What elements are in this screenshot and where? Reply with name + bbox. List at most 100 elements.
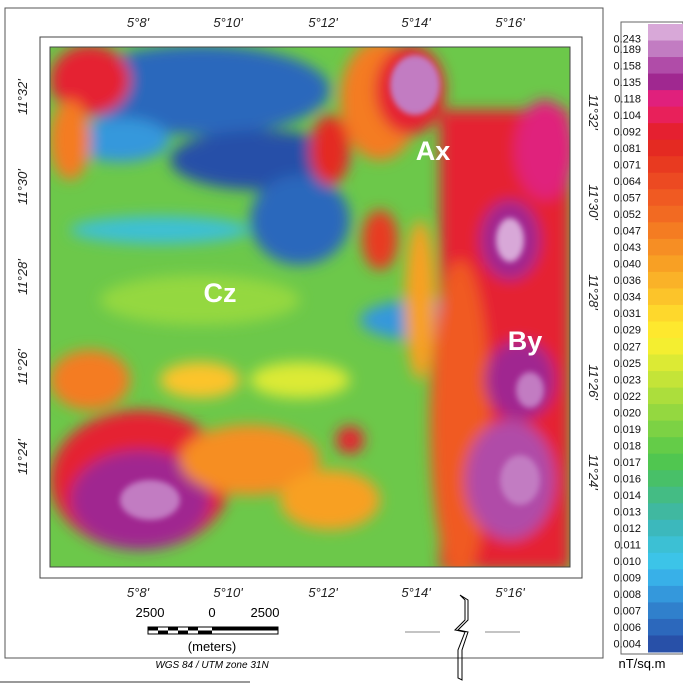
colorbar-swatch [648,305,683,322]
colorbar-swatch [648,140,683,157]
colorbar-swatch [648,586,683,603]
colorbar-swatch [648,536,683,553]
colorbar-label: 0.016 [613,473,641,485]
colorbar-swatch [648,404,683,421]
latitude-label: 11°32' [586,94,601,130]
scale-label: 2500 [251,605,280,620]
longitude-label: 5°16' [495,15,525,30]
colorbar-label: 0.007 [613,606,641,618]
latitude-label: 11°26' [586,364,601,400]
north-arrow [405,595,520,680]
colorbar-swatch [648,371,683,388]
scale-unit: (meters) [188,639,236,654]
colorbar-label: 0.081 [613,143,641,155]
colorbar-label: 0.006 [613,622,641,634]
colorbar-label: 0.020 [613,407,641,419]
colorbar-swatch [648,520,683,537]
zone-label: Ax [416,136,451,166]
figure: 5°8' 5°10' 5°12' 5°14' 5°16' 5°8' 5°10' 5°12' 5°… [0,0,683,687]
colorbar-label: 0.064 [613,176,641,188]
longitude-label: 5°14' [401,15,431,30]
colorbar-swatch [648,503,683,520]
longitude-label: 5°12' [308,15,338,30]
latitude-label: 11°26' [15,349,30,385]
colorbar-swatch [648,569,683,586]
colorbar-swatch [648,239,683,256]
colorbar-swatch [648,41,683,58]
colorbar-label: 0.158 [613,60,641,72]
colorbar-swatch [648,553,683,570]
colorbar-swatch [648,487,683,504]
colorbar-label: 0.118 [614,93,641,105]
colorbar-swatch [648,635,683,652]
colorbar-label: 0.012 [613,523,641,535]
projection: WGS 84 / UTM zone 31N [155,660,269,671]
colorbar-swatch [648,619,683,636]
latitude-label: 11°24' [586,454,601,490]
colorbar-label: 0.052 [613,209,641,221]
longitude-label: 5°10' [213,585,243,600]
colorbar-label: 0.010 [613,556,641,568]
longitude-label: 5°14' [401,585,431,600]
colorbar-label: 0.043 [613,242,641,254]
longitude-label: 5°8' [127,15,150,30]
colorbar-swatch [648,454,683,471]
colorbar-swatch [648,388,683,405]
colorbar-swatch [648,437,683,454]
colorbar-label: 0.135 [613,77,641,89]
latitude-label: 11°30' [15,169,30,205]
colorbar-swatch [648,206,683,223]
colorbar-label: 0.017 [613,457,641,469]
longitude-label: 5°8' [127,585,150,600]
colorbar-label: 0.027 [613,341,641,353]
page: {"map":{ "top_longitudes":["5°8'","5°10'… [0,0,683,692]
colorbar-label: 0.071 [613,159,641,171]
colorbar-swatch [648,107,683,124]
colorbar-label: 0.036 [613,275,641,287]
longitude-label: 5°16' [495,585,525,600]
colorbar-swatch [648,74,683,91]
colorbar-swatch [648,255,683,272]
scale-label: 2500 [136,605,165,620]
colorbar-unit: nT/sq.m [619,656,666,671]
colorbar-swatch [648,24,683,41]
colorbar-swatch [648,90,683,107]
latitude-label: 11°32' [15,79,30,115]
colorbar-label: 0.011 [614,540,641,552]
zone-label: Cz [204,278,237,308]
colorbar-swatch [648,355,683,372]
longitude-label: 5°12' [308,585,338,600]
latitude-label: 11°28' [586,274,601,310]
colorbar-swatch [648,156,683,173]
colorbar-label: 0.031 [613,308,641,320]
colorbar-label: 0.040 [613,259,641,271]
colorbar-swatch [648,123,683,140]
colorbar-label: 0.022 [613,391,641,403]
colorbar-label: 0.025 [613,358,641,370]
scale-label: 0 [208,605,215,620]
colorbar-label: 0.023 [613,374,641,386]
scale-bar [148,627,278,634]
colorbar-swatch [648,470,683,487]
colorbar-label: 0.018 [613,440,641,452]
colorbar-label: 0.029 [613,325,641,337]
latitude-label: 11°24' [15,439,30,475]
zone-label: By [508,326,543,356]
colorbar-label: 0.013 [613,507,641,519]
anomaly-map [50,40,575,580]
colorbar-swatch [648,288,683,305]
colorbar-swatch [648,57,683,74]
colorbar-swatch [648,338,683,355]
colorbar-label: 0.092 [613,126,641,138]
colorbar-swatch [648,321,683,338]
colorbar-swatch [648,173,683,190]
colorbar-swatch [648,272,683,289]
colorbar-label: 0.104 [613,110,641,122]
colorbar-swatch [648,421,683,438]
latitude-label: 11°30' [586,184,601,220]
longitude-label: 5°10' [213,15,243,30]
colorbar-label: 0.004 [613,639,641,651]
colorbar-label: 0.009 [613,573,641,585]
colorbar-label: 0.008 [613,589,641,601]
latitude-label: 11°28' [15,259,30,295]
